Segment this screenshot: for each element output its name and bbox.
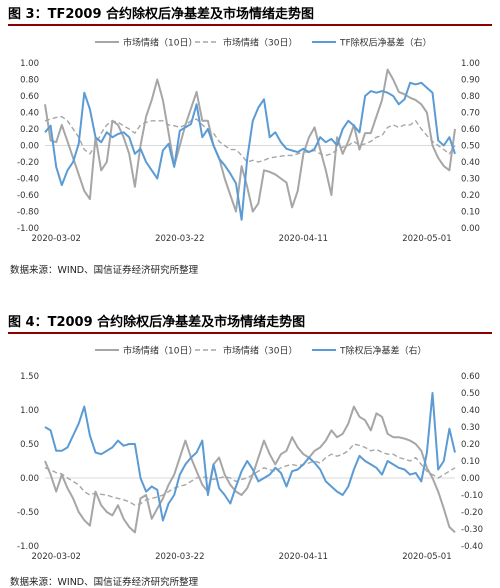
series-line-1	[44, 443, 456, 506]
legend-label: 市场情绪（10日）	[123, 345, 197, 357]
y-right-tick-label: -0.40	[461, 542, 483, 552]
y-right-tick-label: 0.30	[461, 423, 480, 433]
y-left-tick-label: 0.40	[20, 109, 39, 119]
y-right-tick-label: 0.40	[461, 406, 480, 416]
legend-label: TF除权后净基差（右）	[339, 37, 432, 49]
legend-label: 市场情绪（10日）	[123, 37, 197, 49]
x-tick-label: 2020-03-02	[32, 552, 81, 562]
y-right-tick-label: -0.20	[461, 508, 483, 518]
y-left-tick-label: -1.00	[17, 542, 39, 552]
y-left-tick-label: 0.00	[20, 474, 39, 484]
y-left-tick-label: -0.80	[17, 208, 39, 218]
y-left-tick-label: 0.60	[20, 92, 39, 102]
y-right-tick-label: 1.00	[461, 59, 480, 69]
legend-label: 市场情绪（30日）	[223, 345, 297, 357]
series-line-2	[44, 81, 456, 221]
y-right-tick-label: 0.00	[461, 224, 480, 234]
x-tick-label: 2020-04-11	[279, 234, 328, 244]
series-line-0	[44, 405, 456, 534]
y-left-tick-label: -0.40	[17, 175, 39, 185]
y-left-tick-label: -1.00	[17, 224, 39, 234]
series-line-1	[44, 115, 456, 163]
y-right-tick-label: 0.60	[461, 125, 480, 135]
x-tick-label: 2020-03-02	[32, 234, 81, 244]
figure-3-source: 数据来源：WIND、国信证券经济研究所整理	[10, 265, 199, 276]
y-right-tick-label: 0.40	[461, 158, 480, 168]
x-tick-label: 2020-04-11	[279, 552, 328, 562]
y-left-tick-label: 1.00	[20, 406, 39, 416]
x-tick-label: 2020-05-01	[402, 552, 451, 562]
y-right-tick-label: 0.30	[461, 175, 480, 185]
y-right-tick-label: 0.50	[461, 389, 480, 399]
y-left-tick-label: -0.60	[17, 191, 39, 201]
y-right-tick-label: -0.30	[461, 525, 483, 535]
x-tick-label: 2020-03-22	[155, 552, 204, 562]
y-right-tick-label: 0.60	[461, 372, 480, 382]
y-left-tick-label: -0.50	[17, 508, 39, 518]
figure-4-title: 图 4：T2009 合约除权后净基差及市场情绪走势图	[8, 312, 492, 334]
y-right-tick-label: 0.10	[461, 208, 480, 218]
legend-label: 市场情绪（30日）	[223, 37, 297, 49]
legend-label: T除权后净基差（右）	[339, 345, 427, 357]
y-left-tick-label: 1.50	[20, 372, 39, 382]
y-left-tick-label: 0.80	[20, 76, 39, 86]
y-left-tick-label: 0.20	[20, 125, 39, 135]
y-left-tick-label: 0.50	[20, 440, 39, 450]
y-right-tick-label: 0.70	[461, 109, 480, 119]
y-right-tick-label: 0.20	[461, 191, 480, 201]
series-line-2	[44, 392, 456, 522]
x-tick-label: 2020-05-01	[402, 234, 451, 244]
y-right-tick-label: -0.10	[461, 491, 483, 501]
y-right-tick-label: 0.00	[461, 474, 480, 484]
figure-4-source: 数据来源：WIND、国信证券经济研究所整理	[10, 577, 199, 588]
figure-3-title: 图 3：TF2009 合约除权后净基差及市场情绪走势图	[8, 4, 492, 26]
y-right-tick-label: 0.50	[461, 142, 480, 152]
figure-4-chart: -1.00 -0.50 0.00 0.50 1.00 1.50 -0.40 -0.30 -0.2…	[17, 345, 483, 563]
y-right-tick-label: 0.10	[461, 457, 480, 467]
y-right-tick-label: 0.20	[461, 440, 480, 450]
x-tick-label: 2020-03-22	[155, 234, 204, 244]
figure-3-chart: -1.00 -0.80 -0.60 -0.40 -0.20 0.00 0.20 0.40 0.6…	[17, 37, 480, 245]
y-left-tick-label: 1.00	[20, 59, 39, 69]
y-right-tick-label: 0.80	[461, 92, 480, 102]
y-left-tick-label: 0.00	[20, 142, 39, 152]
y-right-tick-label: 0.90	[461, 76, 480, 86]
y-left-tick-label: -0.20	[17, 158, 39, 168]
